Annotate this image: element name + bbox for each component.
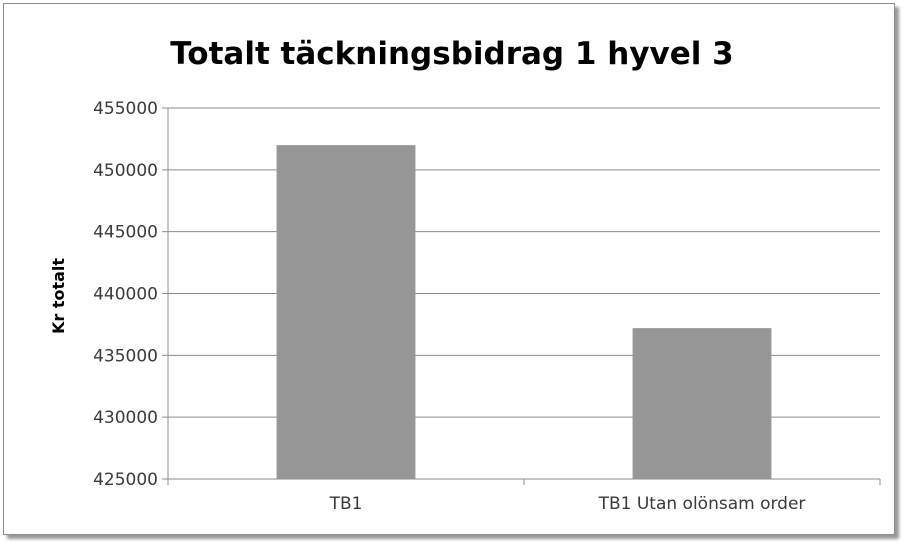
y-axis-label: Kr totalt [49,258,68,334]
axes [162,107,881,485]
y-tick-labels: 425000 430000 435000 440000 445000 450000 4550… [93,99,158,490]
chart-title: Totalt täckningsbidrag 1 hyvel 3 [170,36,734,72]
y-tick-label: 430000 [93,408,158,428]
x-tick-label: TB1 [329,494,363,514]
x-tick-label: TB1 Utan olönsam order [598,494,806,514]
y-tick-label: 445000 [93,223,158,243]
y-tick-label: 440000 [93,285,158,305]
gridlines [168,107,880,418]
bar-2 [632,328,772,479]
y-tick-label: 435000 [93,346,158,366]
bar-chart: Totalt täckningsbidrag 1 hyvel 3 Kr tota… [49,36,881,514]
y-tick-label: 425000 [93,470,158,490]
bars [276,145,772,479]
y-tick-label: 450000 [93,161,158,181]
chart-frame: Totalt täckningsbidrag 1 hyvel 3 Kr tota… [3,3,895,535]
y-tick-label: 455000 [93,99,158,119]
x-tick-labels: TB1 TB1 Utan olönsam order [329,494,806,514]
bar-1 [276,145,416,479]
